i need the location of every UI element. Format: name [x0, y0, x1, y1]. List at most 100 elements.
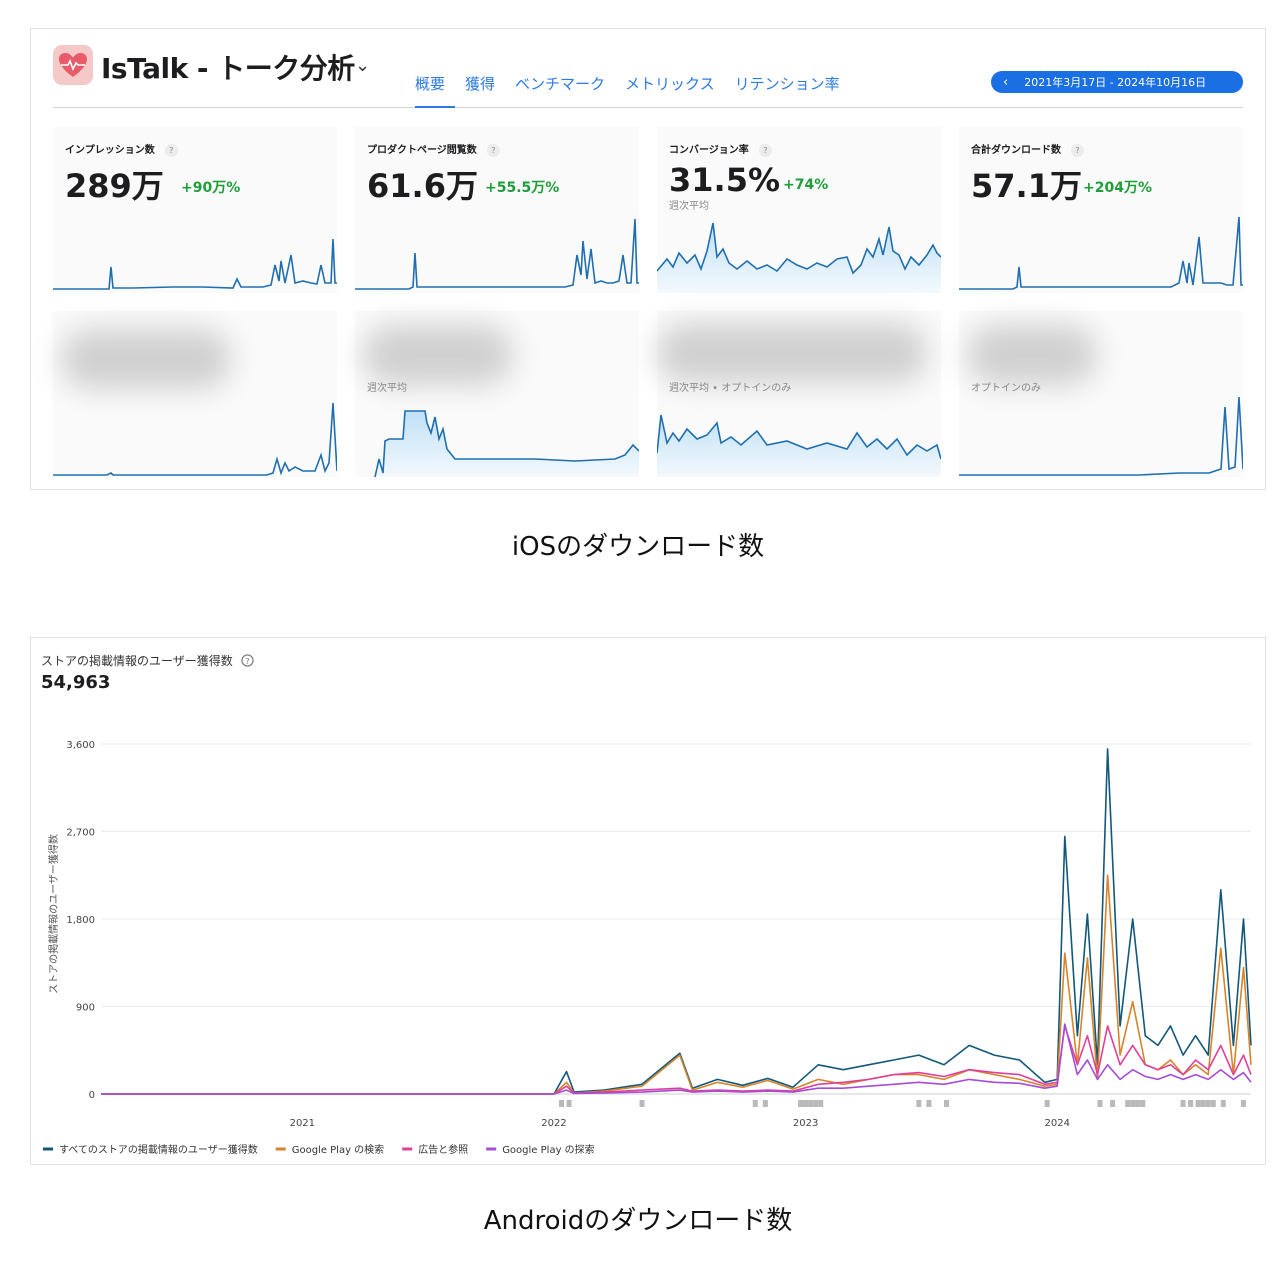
- metric-delta: +204万%: [1083, 180, 1152, 196]
- x-tick-label: 2024: [1045, 1118, 1070, 1129]
- event-marker: [1135, 1100, 1141, 1107]
- chevron-left-icon[interactable]: ‹: [1003, 74, 1009, 90]
- event-marker: [1130, 1100, 1136, 1107]
- ios-header: IsTalk - トーク分析 ⌄ 概要 獲得 ベンチマーク メトリックス リテン…: [53, 43, 1243, 108]
- metric-label: コンバージョン率: [669, 145, 749, 156]
- chart-series: [101, 748, 1252, 1095]
- event-marker: [916, 1100, 922, 1107]
- metric-label: インプレッション数: [65, 145, 155, 156]
- legend-label: Google Play の探索: [502, 1143, 594, 1156]
- chart-x-tick-labels: 2021 2022 2023 2024: [290, 1118, 1070, 1129]
- metric-card-conversion-rate[interactable]: コンバージョン率? 31.5% +74% 週次平均: [657, 127, 941, 293]
- question-circle-icon[interactable]: ?: [240, 654, 254, 667]
- event-marker: [818, 1100, 824, 1107]
- legend-label: すべてのストアの掲載情報のユーザー獲得数: [59, 1143, 258, 1156]
- chart-event-markers: [559, 1100, 1246, 1107]
- tab-benchmark[interactable]: ベンチマーク: [515, 75, 606, 93]
- nav-tabs: 概要 獲得 ベンチマーク メトリックス リテンション率: [415, 73, 860, 108]
- metric-card-blurred-2[interactable]: 週次平均: [355, 311, 639, 477]
- metric-label: 合計ダウンロード数: [971, 145, 1061, 156]
- event-marker: [808, 1100, 814, 1107]
- y-tick-label: 0: [89, 1090, 95, 1101]
- event-marker: [926, 1100, 932, 1107]
- heart-icon: [59, 53, 87, 77]
- help-icon[interactable]: ?: [164, 144, 178, 157]
- metric-sub: 週次平均: [669, 201, 709, 212]
- metric-sub: 週次平均 • オプトインのみ: [669, 383, 792, 394]
- y-tick-label: 900: [76, 1003, 95, 1014]
- chart-y-tick-labels: 3,600 2,700 1,800 900 0: [66, 740, 95, 1101]
- series-line: [101, 874, 1252, 1095]
- sparkline-blurred-4: [959, 396, 1243, 476]
- metric-value: 61.6万: [367, 167, 478, 205]
- y-tick-label: 1,800: [66, 915, 95, 926]
- event-marker: [559, 1100, 565, 1107]
- ios-caption: iOSのダウンロード数: [511, 532, 765, 562]
- metric-value: 31.5%: [669, 161, 781, 199]
- help-icon[interactable]: ?: [1071, 144, 1084, 157]
- android-line-chart: 3,600 2,700 1,800 900 0 2021 2022 2023 2024 ストア…: [43, 740, 1252, 1156]
- app-title: IsTalk - トーク分析: [101, 52, 355, 85]
- event-marker: [798, 1100, 804, 1107]
- event-marker: [1205, 1100, 1211, 1107]
- metric-value: 289万: [65, 167, 164, 205]
- metric-card-blurred-3[interactable]: 週次平均 • オプトインのみ: [657, 311, 941, 477]
- metric-sub: オプトインのみ: [971, 383, 1041, 394]
- series-line: [101, 1025, 1252, 1095]
- sparkline-product-page-views: [355, 218, 639, 290]
- y-tick-label: 3,600: [66, 740, 95, 751]
- event-marker: [752, 1100, 758, 1107]
- tab-acquisition[interactable]: 獲得: [465, 75, 496, 93]
- sparkline-conversion-rate: [657, 222, 941, 293]
- blurred-area: [363, 325, 513, 385]
- event-marker: [566, 1100, 572, 1107]
- x-tick-label: 2023: [793, 1118, 818, 1129]
- metric-delta: +74%: [783, 177, 829, 193]
- date-range-button[interactable]: ‹ 2021年3月17日 - 2024年10月16日: [991, 71, 1243, 93]
- metric-card-impressions[interactable]: インプレッション数? 289万 +90万%: [53, 127, 337, 293]
- help-icon[interactable]: ?: [758, 144, 772, 157]
- event-marker: [1097, 1100, 1103, 1107]
- event-marker: [813, 1100, 819, 1107]
- android-chart-title: ストアの掲載情報のユーザー獲得数: [41, 654, 233, 668]
- tab-retention[interactable]: リテンション率: [734, 75, 840, 93]
- metric-delta: +90万%: [181, 180, 241, 196]
- tab-overview[interactable]: 概要: [415, 73, 456, 108]
- metric-card-total-downloads[interactable]: 合計ダウンロード数? 57.1万 +204万%: [959, 127, 1243, 293]
- sparkline-blurred-1: [53, 402, 337, 476]
- sparkline-blurred-3: [657, 414, 941, 477]
- event-marker: [1195, 1100, 1201, 1107]
- event-marker: [1188, 1100, 1194, 1107]
- event-marker: [1140, 1100, 1146, 1107]
- event-marker: [1220, 1100, 1226, 1107]
- event-marker: [1200, 1100, 1206, 1107]
- help-icon[interactable]: ?: [486, 144, 500, 157]
- android-caption: Androidのダウンロード数: [483, 1206, 793, 1236]
- series-line: [101, 1023, 1252, 1095]
- metric-sub: 週次平均: [367, 383, 407, 394]
- event-marker: [1110, 1100, 1116, 1107]
- legend-label: Google Play の検索: [292, 1143, 384, 1156]
- event-marker: [1240, 1100, 1246, 1107]
- y-tick-label: 2,700: [66, 828, 95, 839]
- blurred-area: [61, 329, 231, 389]
- event-marker: [762, 1100, 768, 1107]
- metric-card-product-page-views[interactable]: プロダクトページ閲覧数? 61.6万 +55.5万%: [355, 127, 639, 293]
- event-marker: [944, 1100, 950, 1107]
- metric-card-blurred-1[interactable]: [53, 311, 337, 477]
- tab-metrics[interactable]: メトリックス: [625, 75, 715, 93]
- chevron-down-icon[interactable]: ⌄: [355, 55, 371, 76]
- metric-card-blurred-4[interactable]: オプトインのみ: [959, 311, 1243, 477]
- event-marker: [803, 1100, 809, 1107]
- metric-value: 57.1万: [971, 167, 1082, 205]
- app-icon[interactable]: [53, 45, 93, 85]
- event-marker: [1125, 1100, 1131, 1107]
- sparkline-blurred-2: [374, 410, 639, 477]
- sparkline-total-downloads: [959, 216, 1243, 290]
- metric-delta: +55.5万%: [485, 180, 560, 196]
- chart-gridlines: [101, 743, 1251, 1095]
- series-line: [101, 748, 1252, 1095]
- android-analytics-panel: ストアの掲載情報のユーザー獲得数 ? 54,963 3,600 2,700 1,80…: [30, 637, 1266, 1165]
- chart-legend: すべてのストアの掲載情報のユーザー獲得数 Google Play の検索 広告と参照…: [43, 1143, 595, 1156]
- blurred-area: [657, 323, 927, 383]
